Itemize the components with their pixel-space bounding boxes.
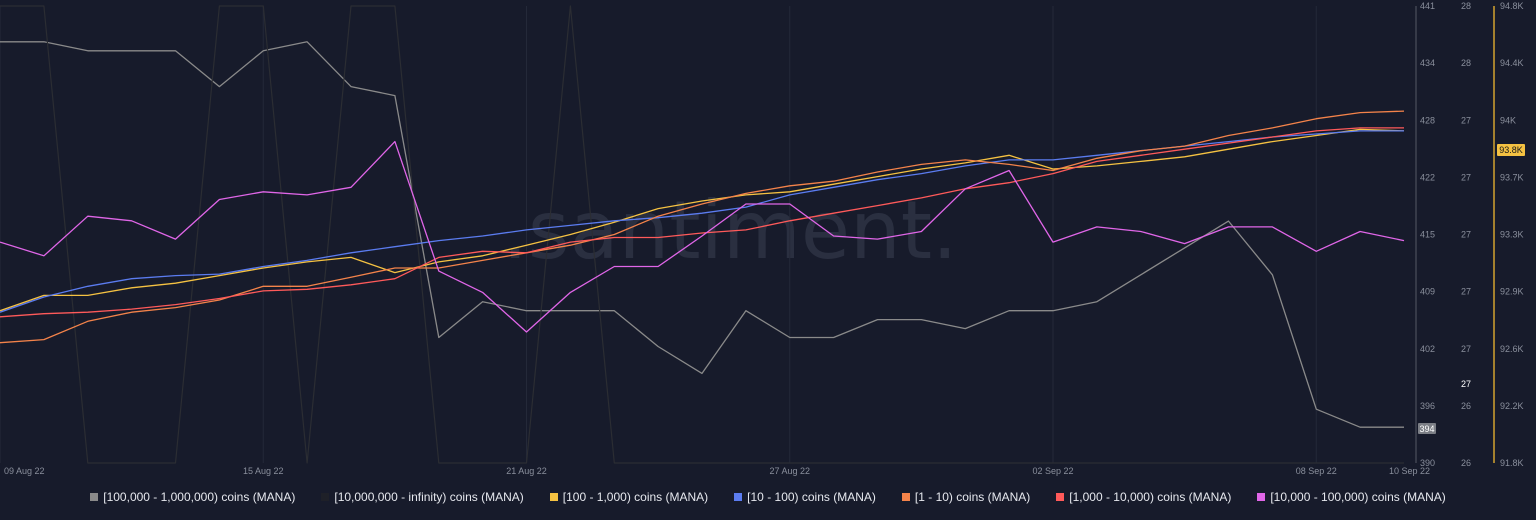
x-tick-label: 02 Sep 22 <box>1032 466 1073 476</box>
y-tick-label: 428 <box>1420 115 1435 125</box>
y-tick-label: 28 <box>1461 58 1471 68</box>
y-tick-label: 27 <box>1461 344 1471 354</box>
y-tick-label: 27 <box>1461 287 1471 297</box>
legend-swatch <box>1056 493 1065 501</box>
y-tick-label: 94.4K <box>1500 58 1524 68</box>
legend-label: [10,000,000 - infinity) coins (MANA) <box>334 490 524 504</box>
axis1-marker-bg <box>1418 423 1436 434</box>
y-tick-label: 402 <box>1420 344 1435 354</box>
axis1-marker: 394 <box>1419 424 1434 434</box>
legend-item[interactable]: [100 - 1,000) coins (MANA) <box>549 490 709 504</box>
y-tick-label: 396 <box>1420 401 1435 411</box>
series-lines <box>0 5 1405 464</box>
y-tick-label: 28 <box>1461 1 1471 11</box>
y-tick-label: 27 <box>1461 115 1471 125</box>
y-tick-label: 409 <box>1420 287 1435 297</box>
y-tick-label: 27 <box>1461 172 1471 182</box>
y-tick-label: 422 <box>1420 172 1435 182</box>
series-line-2 <box>0 128 1405 312</box>
y-tick-label: 91.8K <box>1500 458 1524 468</box>
legend-label: [1,000 - 10,000) coins (MANA) <box>1069 490 1232 504</box>
series-line-6 <box>0 140 1405 333</box>
legend-swatch <box>901 493 910 501</box>
y-tick-label: 94.8K <box>1500 1 1524 11</box>
legend-item[interactable]: [1 - 10) coins (MANA) <box>901 490 1031 504</box>
x-tick-label: 10 Sep 22 <box>1389 466 1430 476</box>
legend-label: [100 - 1,000) coins (MANA) <box>562 490 709 504</box>
series-line-0 <box>0 41 1404 428</box>
y-tick-label: 415 <box>1420 230 1435 240</box>
legend-item[interactable]: [10 - 100) coins (MANA) <box>734 490 876 504</box>
axis3-marker: 93.8K <box>1499 145 1523 155</box>
x-tick-label: 21 Aug 22 <box>506 466 547 476</box>
legend-swatch <box>90 493 99 501</box>
x-tick-label: 27 Aug 22 <box>769 466 810 476</box>
legend: [100,000 - 1,000,000) coins (MANA) [10,00… <box>0 490 1536 504</box>
legend-item[interactable]: [10,000,000 - infinity) coins (MANA) <box>321 490 524 504</box>
legend-swatch <box>549 493 558 501</box>
y-tick-label: 27 <box>1461 230 1471 240</box>
axis3-marker-bg <box>1497 144 1525 156</box>
legend-swatch <box>1257 493 1266 501</box>
y-tick-label: 434 <box>1420 58 1435 68</box>
grid-lines <box>0 6 1317 463</box>
axis-markers: 394 27 93.8K <box>1418 144 1525 434</box>
x-tick-label: 15 Aug 22 <box>243 466 284 476</box>
axis2-marker: 27 <box>1461 379 1471 389</box>
series-line-5 <box>0 127 1404 318</box>
line-chart: .santiment. 4414344284224154094023963902… <box>0 1 1525 476</box>
y-tick-label: 441 <box>1420 1 1435 11</box>
legend-swatch <box>321 493 330 501</box>
y-tick-label: 92.9K <box>1500 287 1524 297</box>
y-tick-label: 92.6K <box>1500 344 1524 354</box>
y-tick-label: 93.3K <box>1500 230 1524 240</box>
legend-label: [1 - 10) coins (MANA) <box>914 490 1031 504</box>
y-tick-label: 92.2K <box>1500 401 1524 411</box>
y-tick-label: 93.7K <box>1500 172 1524 182</box>
y-tick-label: 390 <box>1420 458 1435 468</box>
legend-item[interactable]: [10,000 - 100,000) coins (MANA) <box>1257 490 1446 504</box>
legend-label: [100,000 - 1,000,000) coins (MANA) <box>103 490 296 504</box>
legend-item[interactable]: [100,000 - 1,000,000) coins (MANA) <box>90 490 295 504</box>
y-tick-label: 26 <box>1461 458 1471 468</box>
legend-swatch <box>734 493 743 501</box>
x-axis: 09 Aug 22 15 Aug 22 21 Aug 22 27 Aug 22 02 S… <box>4 466 1430 476</box>
x-tick-label: 08 Sep 22 <box>1296 466 1337 476</box>
y-tick-label: 94K <box>1500 115 1516 125</box>
legend-item[interactable]: [1,000 - 10,000) coins (MANA) <box>1056 490 1231 504</box>
legend-label: [10,000 - 100,000) coins (MANA) <box>1270 490 1446 504</box>
x-tick-label: 09 Aug 22 <box>4 466 45 476</box>
legend-label: [10 - 100) coins (MANA) <box>747 490 876 504</box>
y-tick-label: 26 <box>1461 401 1471 411</box>
series-line-1 <box>0 5 1404 464</box>
y-axes: 441 434 428 422 415 409 402 396 390 28 28 27 27 27 27 2… <box>1415 1 1524 468</box>
